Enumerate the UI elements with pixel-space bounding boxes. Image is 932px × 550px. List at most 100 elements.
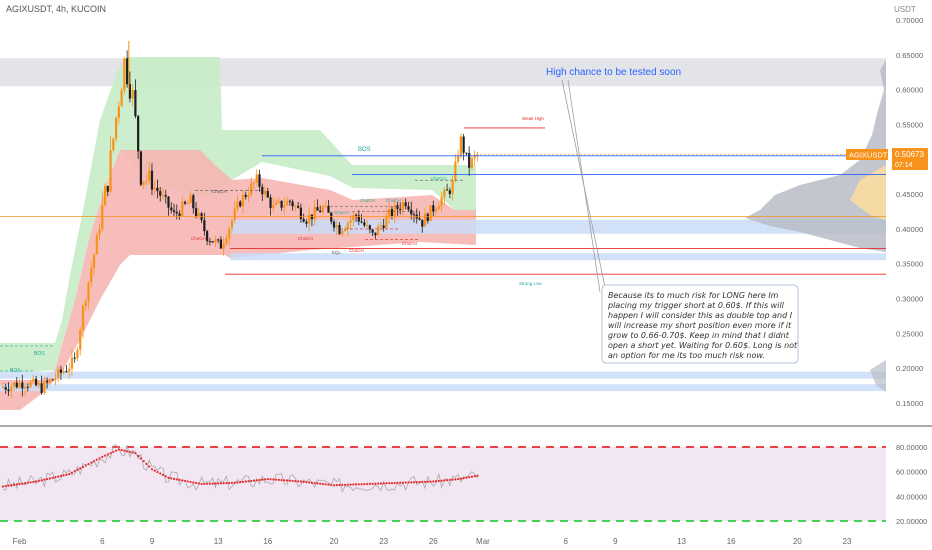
candle xyxy=(421,219,424,233)
rsi-point xyxy=(357,483,360,486)
analysis-note[interactable]: Because its to much risk for LONG here I… xyxy=(601,284,799,364)
rsi-point xyxy=(462,477,465,480)
candle xyxy=(250,177,253,198)
rsi-point xyxy=(445,479,449,482)
candle xyxy=(457,149,460,165)
time-tick-label: 16 xyxy=(727,537,736,546)
rsi-point xyxy=(183,479,187,483)
time-axis[interactable]: Feb 6 9 13 16 20 23 26 Mar 6 9 13 16 20 23 xyxy=(13,537,852,546)
time-tick-label: 13 xyxy=(677,537,686,546)
rsi-point xyxy=(247,480,250,483)
choch-label: ChoCH xyxy=(386,198,401,203)
time-tick-label: 9 xyxy=(150,537,155,546)
rsi-point xyxy=(305,481,308,484)
rsi-point xyxy=(48,477,51,480)
candle xyxy=(186,200,189,205)
candle xyxy=(297,201,300,209)
rsi-point xyxy=(434,480,438,483)
candle xyxy=(178,210,181,220)
rsi-point xyxy=(137,454,140,457)
candle xyxy=(321,203,325,215)
candle xyxy=(26,383,29,392)
rsi-point xyxy=(316,482,319,485)
structure-annotations: High chance to be tested soon Weak High … xyxy=(10,67,681,374)
note-line: placing my trigger short at 0.60$. If th… xyxy=(607,301,785,310)
candle xyxy=(76,347,79,362)
rsi-point xyxy=(352,483,355,486)
candle xyxy=(360,214,363,224)
candle xyxy=(429,205,432,222)
symbol-tag-bg xyxy=(846,149,888,160)
note-line: happen I will consider this as double to… xyxy=(608,311,793,320)
candle xyxy=(70,349,74,376)
candle xyxy=(437,202,440,210)
candle xyxy=(368,224,371,234)
rsi-point xyxy=(473,475,476,478)
rsi-pane[interactable] xyxy=(0,444,886,522)
candlestick-series[interactable] xyxy=(1,40,479,398)
candle xyxy=(1,382,5,389)
rsi-point xyxy=(68,473,71,476)
symbol-tag: AGIXUSDT xyxy=(849,151,888,160)
candle xyxy=(87,281,90,310)
rsi-point xyxy=(396,481,399,484)
rsi-point xyxy=(92,460,96,463)
candle xyxy=(332,219,336,232)
rsi-point xyxy=(62,474,65,477)
rsi-point xyxy=(112,450,115,454)
rsi-point xyxy=(332,484,336,487)
rsi-point xyxy=(203,482,206,485)
rsi-point xyxy=(382,482,385,485)
rsi-point xyxy=(330,483,333,487)
price-tick-label: 0.40000 xyxy=(896,225,923,234)
volume-profile-lower xyxy=(870,360,886,392)
rsi-point xyxy=(236,481,239,484)
rsi-point xyxy=(321,482,325,486)
time-tick-label: 23 xyxy=(379,537,388,546)
time-tick-label: 13 xyxy=(214,537,223,546)
candle xyxy=(150,163,154,196)
price-zones xyxy=(0,57,886,410)
candle xyxy=(366,219,369,228)
candle xyxy=(7,382,10,397)
candle xyxy=(316,199,319,211)
rsi-point xyxy=(197,482,200,485)
support-zone-2 xyxy=(230,253,886,261)
candle xyxy=(159,186,162,202)
rsi-point xyxy=(349,483,352,486)
candle xyxy=(266,187,269,199)
rsi-point xyxy=(81,465,85,469)
candle xyxy=(445,183,449,191)
rsi-point xyxy=(277,478,280,481)
price-tick-label: 0.20000 xyxy=(896,364,923,373)
candle xyxy=(206,229,209,246)
rsi-point xyxy=(457,477,460,481)
candle xyxy=(396,202,399,216)
rsi-point xyxy=(244,480,247,483)
candle xyxy=(470,156,474,171)
rsi-point xyxy=(101,455,104,458)
candle xyxy=(305,219,308,228)
callout-line xyxy=(567,79,601,293)
rsi-point xyxy=(366,482,369,486)
candle xyxy=(239,199,242,208)
rsi-point xyxy=(161,473,165,477)
candle xyxy=(23,383,27,397)
rsi-point xyxy=(23,482,27,485)
rsi-point xyxy=(360,483,363,486)
rsi-point xyxy=(98,457,101,460)
candle xyxy=(324,200,327,208)
candle xyxy=(32,375,35,384)
rsi-point xyxy=(269,478,272,481)
rsi-point xyxy=(443,479,446,482)
time-tick-label: 26 xyxy=(429,537,438,546)
rsi-point xyxy=(26,481,29,484)
candle xyxy=(46,377,49,389)
price-tick-label: 0.65000 xyxy=(896,51,923,60)
rsi-point xyxy=(263,478,267,481)
rsi-point xyxy=(239,481,242,484)
candle xyxy=(294,204,297,212)
rsi-point xyxy=(459,477,462,480)
rsi-point xyxy=(261,478,264,481)
